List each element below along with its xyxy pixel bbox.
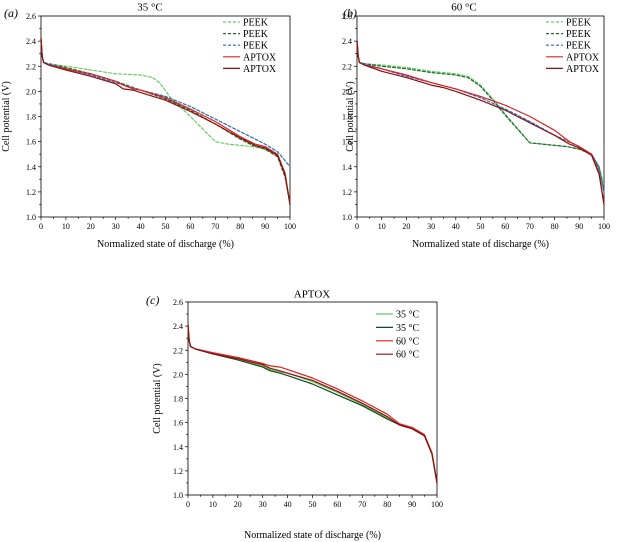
panel-label: (a) bbox=[4, 6, 18, 20]
chart-panel-2: 60 °C (b) 0 10 20 30 40 50 60 70 80 90 100 1.0 1.2 1.4 1… bbox=[342, 2, 610, 250]
panel-label: (c) bbox=[146, 293, 159, 307]
x-tick-label: 90 bbox=[261, 222, 269, 231]
x-tick-label: 50 bbox=[477, 222, 485, 231]
y-tick-label: 2.2 bbox=[342, 62, 352, 71]
y-tick-label: 2.2 bbox=[173, 346, 183, 355]
y-tick-label: 1.4 bbox=[26, 163, 36, 172]
x-tick-label: 10 bbox=[62, 222, 70, 231]
y-tick-label: 1.8 bbox=[342, 113, 352, 122]
x-tick-label: 40 bbox=[284, 500, 292, 509]
y-tick-label: 1.6 bbox=[173, 419, 183, 428]
x-tick-label: 30 bbox=[259, 500, 267, 509]
legend-label: PEEK bbox=[243, 18, 269, 29]
y-axis-label: Cell potential (V) bbox=[345, 81, 356, 152]
y-tick-label: 2.0 bbox=[173, 370, 183, 379]
legend-label: APTOX bbox=[566, 52, 600, 63]
series-line-3 bbox=[187, 324, 438, 484]
legend-label: PEEK bbox=[566, 18, 592, 29]
legend-label: PEEK bbox=[243, 29, 269, 40]
x-tick-label: 50 bbox=[309, 500, 317, 509]
y-tick-label: 1.0 bbox=[342, 213, 352, 222]
y-tick-label: 2.6 bbox=[342, 12, 352, 21]
x-tick-label: 40 bbox=[137, 222, 145, 231]
x-tick-label: 100 bbox=[431, 500, 443, 509]
y-tick-label: 1.0 bbox=[173, 491, 183, 500]
chart-panel-1: 35 °C (a) 0 10 20 30 40 50 60 70 80 90 100 1.0 1.2 1.4 1… bbox=[1, 2, 296, 250]
x-tick-label: 10 bbox=[209, 500, 217, 509]
x-axis-label: Normalized state of discharge (%) bbox=[412, 239, 549, 250]
legend-label: PEEK bbox=[566, 29, 592, 40]
y-tick-label: 2.6 bbox=[26, 12, 36, 21]
panel-label: (b) bbox=[343, 6, 357, 20]
x-tick-label: 40 bbox=[452, 222, 460, 231]
y-axis-label: Cell potential (V) bbox=[152, 363, 163, 434]
y-tick-label: 2.0 bbox=[342, 87, 352, 96]
x-tick-label: 20 bbox=[234, 500, 242, 509]
x-tick-label: 70 bbox=[526, 222, 534, 231]
x-tick-label: 70 bbox=[211, 222, 219, 231]
legend-label: 35 °C bbox=[396, 323, 419, 334]
x-tick-label: 0 bbox=[186, 500, 190, 509]
y-tick-label: 2.2 bbox=[26, 62, 36, 71]
series-line-5 bbox=[356, 40, 605, 205]
legend-label: PEEK bbox=[566, 41, 592, 52]
y-tick-label: 1.6 bbox=[26, 138, 36, 147]
x-tick-label: 100 bbox=[284, 222, 296, 231]
x-tick-label: 80 bbox=[236, 222, 244, 231]
series-line-2 bbox=[187, 324, 438, 484]
y-tick-label: 1.8 bbox=[173, 395, 183, 404]
series-line-4 bbox=[187, 324, 438, 484]
y-tick-label: 1.8 bbox=[26, 113, 36, 122]
x-tick-label: 0 bbox=[355, 222, 359, 231]
y-tick-label: 1.2 bbox=[173, 467, 183, 476]
legend-label: APTOX bbox=[243, 52, 277, 63]
legend-label: 35 °C bbox=[396, 310, 419, 321]
x-tick-label: 0 bbox=[39, 222, 43, 231]
chart-title: 60 °C bbox=[451, 2, 477, 14]
legend-label: APTOX bbox=[243, 64, 277, 75]
legend-label: 60 °C bbox=[396, 336, 419, 347]
x-tick-label: 30 bbox=[427, 222, 435, 231]
chart-title: 35 °C bbox=[137, 2, 163, 14]
x-tick-label: 20 bbox=[402, 222, 410, 231]
x-tick-label: 60 bbox=[186, 222, 194, 231]
x-tick-label: 50 bbox=[162, 222, 170, 231]
x-axis-label: Normalized state of discharge (%) bbox=[97, 239, 234, 250]
x-tick-label: 30 bbox=[112, 222, 120, 231]
legend-label: APTOX bbox=[566, 64, 600, 75]
chart-panel-3: APTOX (c) 0 10 20 30 40 50 60 70 80 90 100 1.0 1.2 1.4 1… bbox=[146, 289, 443, 541]
x-tick-label: 10 bbox=[378, 222, 386, 231]
x-tick-label: 60 bbox=[501, 222, 509, 231]
y-tick-label: 1.2 bbox=[342, 188, 352, 197]
x-axis-label: Normalized state of discharge (%) bbox=[244, 530, 381, 541]
series-line-1 bbox=[187, 324, 438, 484]
y-tick-label: 2.4 bbox=[342, 37, 352, 46]
chart-title: APTOX bbox=[294, 289, 331, 301]
y-tick-label: 1.6 bbox=[342, 138, 352, 147]
x-tick-label: 70 bbox=[358, 500, 366, 509]
legend-label: PEEK bbox=[243, 41, 269, 52]
y-tick-label: 1.4 bbox=[173, 443, 183, 452]
y-tick-label: 1.4 bbox=[342, 163, 352, 172]
x-tick-label: 80 bbox=[551, 222, 559, 231]
y-tick-label: 2.4 bbox=[26, 37, 36, 46]
x-tick-label: 90 bbox=[575, 222, 583, 231]
legend-label: 60 °C bbox=[396, 350, 419, 361]
x-tick-label: 60 bbox=[333, 500, 341, 509]
series-line-5 bbox=[40, 37, 291, 205]
x-tick-label: 80 bbox=[383, 500, 391, 509]
y-tick-label: 2.6 bbox=[173, 298, 183, 307]
series-line-2 bbox=[356, 40, 605, 193]
x-tick-label: 100 bbox=[598, 222, 610, 231]
y-axis-label: Cell potential (V) bbox=[1, 81, 12, 152]
x-tick-label: 90 bbox=[408, 500, 416, 509]
x-tick-label: 20 bbox=[87, 222, 95, 231]
y-tick-label: 1.0 bbox=[26, 213, 36, 222]
y-tick-label: 1.2 bbox=[26, 188, 36, 197]
y-tick-label: 2.4 bbox=[173, 322, 183, 331]
y-tick-label: 2.0 bbox=[26, 87, 36, 96]
